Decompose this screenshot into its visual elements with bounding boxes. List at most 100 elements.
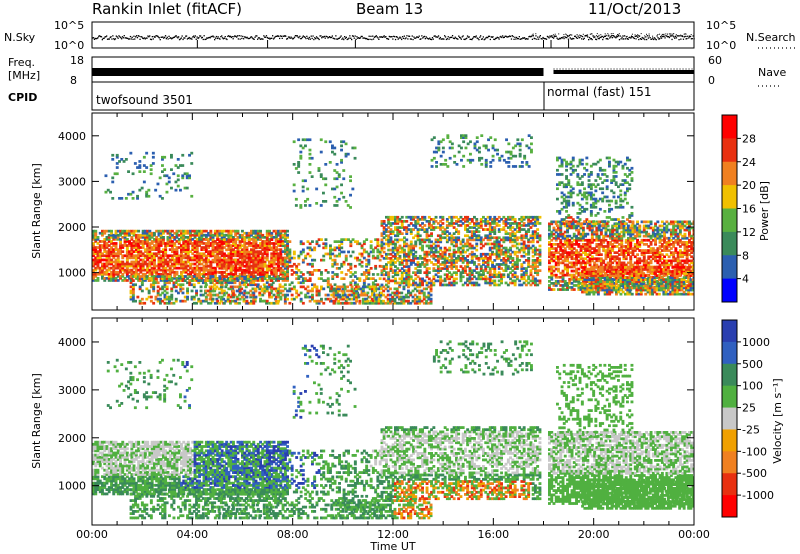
heatmap-cell (461, 275, 465, 279)
nsearch-sample (652, 35, 654, 37)
nsky-sample (590, 38, 592, 40)
heatmap-cell (153, 254, 156, 258)
heatmap-cell (493, 232, 497, 235)
heatmap-cell (229, 238, 233, 241)
heatmap-cell (412, 283, 415, 287)
heatmap-cell (396, 234, 400, 238)
heatmap-cell (391, 299, 395, 303)
heatmap-cell (364, 301, 368, 305)
heatmap-cell (518, 279, 522, 283)
heatmap-cell (425, 250, 429, 254)
heatmap-cell (421, 248, 424, 252)
nsky-sample (543, 37, 545, 40)
heatmap-cell (155, 236, 159, 239)
nsky-sample (474, 36, 477, 38)
heatmap-cell (502, 252, 506, 256)
heatmap-cell (509, 222, 512, 225)
heatmap-cell (522, 242, 526, 246)
heatmap-cell (403, 242, 406, 246)
heatmap-cell (209, 242, 213, 245)
heatmap-cell (243, 258, 247, 262)
heatmap-cell (92, 238, 95, 241)
heatmap-cell (317, 244, 321, 248)
heatmap-cell (418, 297, 422, 301)
heatmap-cell (355, 297, 358, 301)
heatmap-cell (171, 229, 174, 233)
nsky-sample (669, 35, 671, 37)
heatmap-cell (270, 258, 274, 262)
heatmap-cell (367, 252, 371, 256)
heatmap-cell (409, 215, 413, 219)
heatmap-cell (180, 275, 183, 278)
heatmap-cell (468, 238, 472, 242)
nsky-sample (325, 35, 327, 37)
heatmap-cell (134, 268, 138, 272)
heatmap-cell (270, 301, 274, 305)
nsearch-sample (579, 34, 581, 36)
heatmap-cell (184, 244, 188, 247)
heatmap-cell (333, 248, 337, 252)
heatmap-cell (163, 301, 167, 305)
heatmap-cell (270, 256, 274, 260)
heatmap-cell (125, 240, 129, 243)
heatmap-cell (204, 246, 208, 249)
heatmap-cell (166, 238, 170, 241)
heatmap-cell (335, 262, 339, 266)
nsky-sample (690, 38, 692, 40)
heatmap-cell (216, 270, 220, 274)
heatmap-cell (436, 267, 440, 270)
heatmap-cell (270, 236, 274, 239)
heatmap-cell (466, 224, 470, 227)
heatmap-cell (181, 291, 185, 295)
heatmap-cell (247, 240, 251, 243)
nsky-sample (226, 38, 228, 41)
heatmap-cell (232, 268, 235, 272)
heatmap-cell (376, 240, 380, 243)
heatmap-cell (171, 277, 174, 280)
heatmap-cell (236, 269, 240, 272)
heatmap-cell (107, 258, 111, 262)
heatmap-cell (493, 273, 497, 277)
heatmap-cell (484, 277, 488, 281)
heatmap-cell (208, 297, 212, 301)
heatmap-cell (286, 277, 289, 280)
nsky-sample (453, 37, 455, 40)
heatmap-cell (191, 242, 195, 245)
nsky-sample (432, 38, 434, 40)
heatmap-cell (427, 281, 431, 285)
heatmap-cell (396, 238, 400, 242)
heatmap-cell (355, 287, 358, 291)
heatmap-cell (518, 228, 522, 231)
heatmap-cell (234, 260, 238, 264)
heatmap-cell (391, 297, 395, 301)
heatmap-cell (243, 248, 247, 251)
heatmap-cell (464, 265, 467, 268)
heatmap-cell (396, 252, 400, 256)
nsky-sample (347, 38, 349, 40)
nsky-sample (277, 35, 279, 37)
heatmap-cell (281, 229, 285, 233)
heatmap-cell (193, 244, 197, 247)
heatmap-cell (504, 265, 508, 268)
heatmap-cell (171, 244, 174, 247)
heatmap-cell (110, 248, 113, 251)
heatmap-cell (96, 250, 100, 253)
heatmap-cell (132, 240, 136, 243)
heatmap-cell (207, 231, 210, 235)
heatmap-cell (213, 260, 217, 264)
heatmap-cell (308, 289, 312, 293)
heatmap-cell (513, 283, 517, 287)
heatmap-cell (279, 233, 283, 237)
heatmap-cell (281, 271, 285, 274)
heatmap-cell (186, 268, 190, 272)
heatmap-cell (355, 295, 358, 299)
heatmap-cell (161, 299, 165, 303)
heatmap-cell (352, 291, 356, 295)
heatmap-cell (261, 262, 265, 266)
heatmap-cell (121, 231, 125, 235)
heatmap-cell (468, 244, 472, 248)
heatmap-cell (409, 230, 413, 233)
heatmap-cell (225, 242, 229, 245)
heatmap-cell (277, 256, 280, 260)
